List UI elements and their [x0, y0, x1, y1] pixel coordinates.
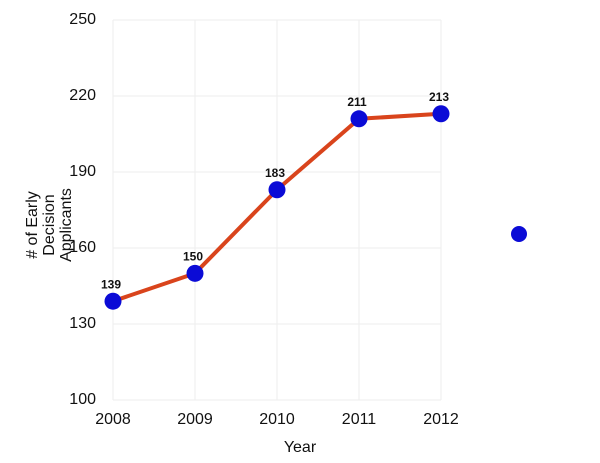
x-axis-label: Year — [284, 439, 317, 456]
point — [432, 105, 450, 123]
x-tick-label: 2009 — [177, 411, 213, 428]
y-axis-label: # of Early Decision Applicants — [24, 188, 75, 262]
data-label: 211 — [347, 95, 367, 109]
x-tick-label: 2010 — [259, 411, 295, 428]
data-label: 183 — [265, 166, 285, 180]
data-label: 139 — [101, 277, 121, 291]
y-tick-label: 100 — [69, 391, 96, 408]
point — [350, 110, 368, 128]
legend-marker — [511, 226, 527, 242]
point — [268, 181, 286, 199]
y-tick-label: 250 — [69, 11, 96, 28]
point — [186, 264, 204, 282]
y-tick-label: 220 — [69, 87, 96, 104]
y-tick-label: 190 — [69, 163, 96, 180]
point — [104, 292, 122, 310]
x-tick-label: 2012 — [423, 411, 459, 428]
x-tick-label: 2008 — [95, 411, 131, 428]
data-label: 213 — [429, 90, 449, 104]
y-tick-label: 130 — [69, 315, 96, 332]
data-label: 150 — [183, 250, 203, 264]
x-tick-label: 2011 — [342, 411, 377, 428]
y-tick-label: 160 — [69, 239, 96, 256]
